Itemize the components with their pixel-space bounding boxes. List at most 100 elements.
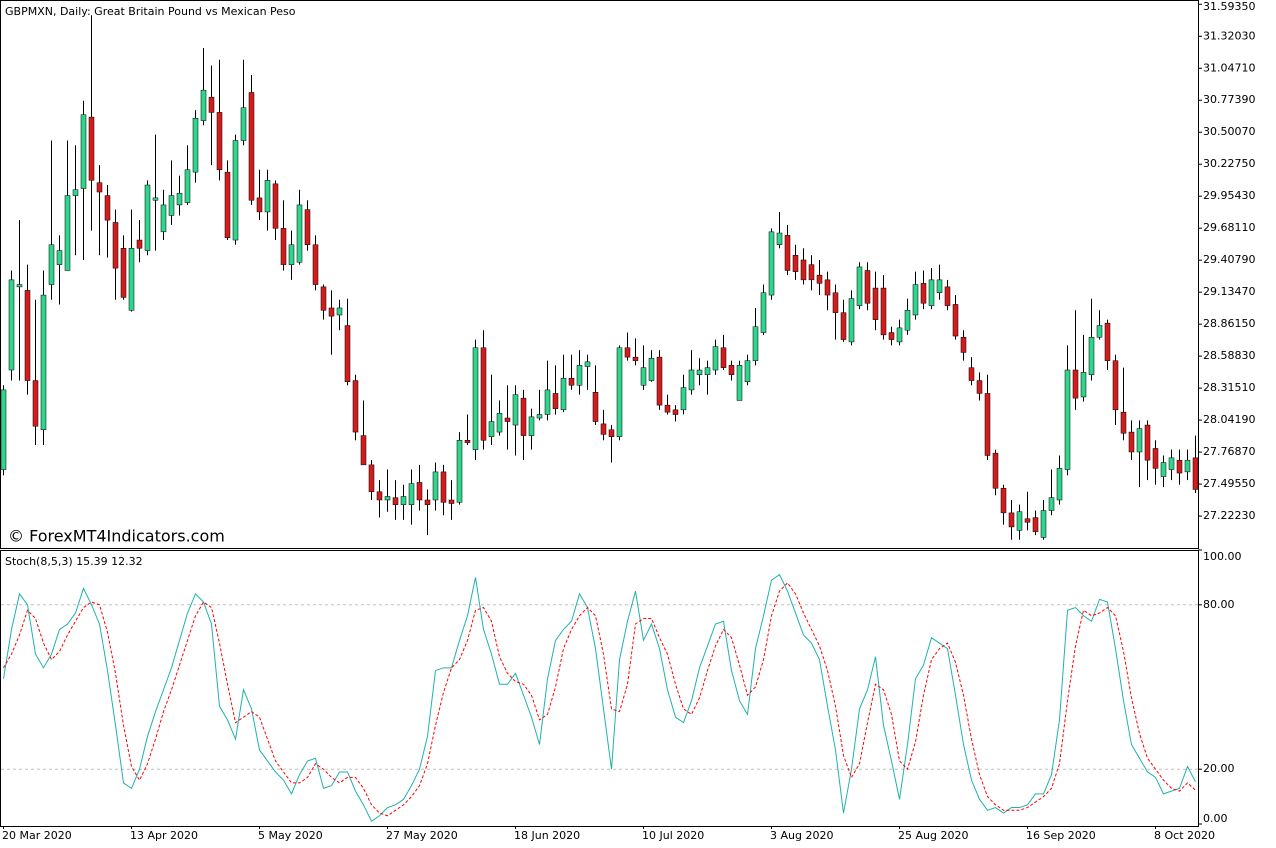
candle-body	[768, 231, 775, 296]
candle-body	[864, 270, 871, 304]
candle-body	[128, 247, 135, 311]
x-tick-label: 18 Jun 2020	[514, 829, 580, 842]
candle-body	[752, 326, 759, 361]
candle-body	[592, 392, 599, 422]
y-tick-label: 28.04190	[1203, 413, 1256, 426]
candle-body	[784, 235, 791, 271]
candle-body	[304, 209, 311, 245]
candle-body	[72, 189, 79, 196]
candle-body	[168, 195, 175, 216]
candle-body	[1168, 457, 1175, 470]
candle-body	[1120, 411, 1127, 434]
candle-body	[680, 387, 687, 411]
candle-body	[96, 182, 103, 193]
y-tick-label: 31.32030	[1203, 29, 1256, 42]
candle-body	[32, 380, 39, 427]
candle-body	[240, 107, 247, 141]
candle-body	[232, 140, 239, 241]
candle-body	[912, 284, 919, 316]
candle-body	[280, 228, 287, 265]
candle-body	[800, 259, 807, 281]
stoch-line	[3, 573, 1196, 823]
x-tick-label: 5 May 2020	[258, 829, 323, 842]
candle-body	[224, 171, 231, 238]
candle-body	[840, 312, 847, 340]
candle-body	[728, 365, 735, 375]
candle-body	[1000, 488, 1007, 514]
candle-body	[536, 414, 543, 419]
y-tick-label: 28.58830	[1203, 349, 1256, 362]
y-tick-label: 31.04710	[1203, 61, 1256, 74]
candle-body	[632, 356, 639, 361]
candle-body	[744, 360, 751, 382]
candle-body	[952, 304, 959, 337]
candle-body	[1192, 457, 1199, 490]
candle-body	[736, 365, 743, 401]
y-tick-label: 0.00	[1203, 812, 1228, 825]
candle-body	[608, 429, 615, 438]
candle-body	[1056, 468, 1063, 501]
candle-body	[328, 307, 335, 317]
candle-body	[888, 332, 895, 340]
candle-body	[424, 499, 431, 505]
candle-body	[936, 279, 943, 293]
y-tick-label: 100.00	[1203, 550, 1242, 563]
candle-body	[1160, 462, 1167, 477]
candle-body	[464, 440, 471, 443]
candle-body	[976, 380, 983, 394]
candle-body	[104, 195, 111, 221]
candle-body	[872, 287, 879, 320]
x-tick-label: 20 Mar 2020	[2, 829, 72, 842]
candle-body	[712, 346, 719, 371]
candle-body	[200, 89, 207, 121]
candle-body	[152, 197, 159, 201]
candle-body	[16, 284, 23, 288]
y-tick-label: 80.00	[1203, 598, 1235, 611]
x-tick-label: 25 Aug 2020	[898, 829, 968, 842]
candle-body	[184, 169, 191, 203]
candle-body	[160, 204, 167, 233]
y-tick-label: 20.00	[1203, 762, 1235, 775]
candle-body	[704, 367, 711, 375]
candle-body	[208, 96, 215, 113]
candle-body	[520, 397, 527, 436]
stoch-line	[3, 582, 1196, 817]
candle-body	[528, 416, 535, 436]
y-tick-label: 30.50070	[1203, 125, 1256, 138]
candle-body	[1064, 369, 1071, 470]
y-tick-label: 31.59350	[1203, 0, 1256, 13]
candle-body	[920, 283, 927, 304]
candle-body	[136, 239, 143, 249]
candle-body	[248, 92, 255, 201]
candle-body	[256, 197, 263, 213]
candle-body	[816, 274, 823, 284]
price-panel	[0, 0, 1199, 549]
candle-body	[928, 279, 935, 306]
candle-body	[968, 367, 975, 381]
candle-body	[664, 404, 671, 413]
candle-body	[416, 482, 423, 501]
candle-body	[1080, 372, 1087, 398]
candle-body	[616, 347, 623, 438]
candle-body	[640, 367, 647, 386]
candle-body	[560, 377, 567, 411]
candle-body	[368, 464, 375, 493]
candle-body	[1104, 322, 1111, 361]
y-tick-label: 27.76870	[1203, 445, 1256, 458]
candle-body	[80, 114, 87, 189]
stoch-panel	[0, 550, 1199, 827]
x-tick-label: 16 Sep 2020	[1026, 829, 1096, 842]
y-tick-label: 29.13470	[1203, 285, 1256, 298]
candle-body	[0, 389, 7, 470]
candle-body	[1008, 512, 1015, 528]
candle-body	[296, 204, 303, 263]
candle-body	[792, 255, 799, 272]
candle-body	[48, 244, 55, 285]
y-tick-label: 28.86150	[1203, 317, 1256, 330]
y-tick-label: 27.22230	[1203, 509, 1256, 522]
candle-body	[832, 292, 839, 313]
candle-body	[400, 496, 407, 505]
candle-body	[1016, 511, 1023, 531]
x-tick-label: 10 Jul 2020	[642, 829, 704, 842]
candle-body	[408, 483, 415, 505]
